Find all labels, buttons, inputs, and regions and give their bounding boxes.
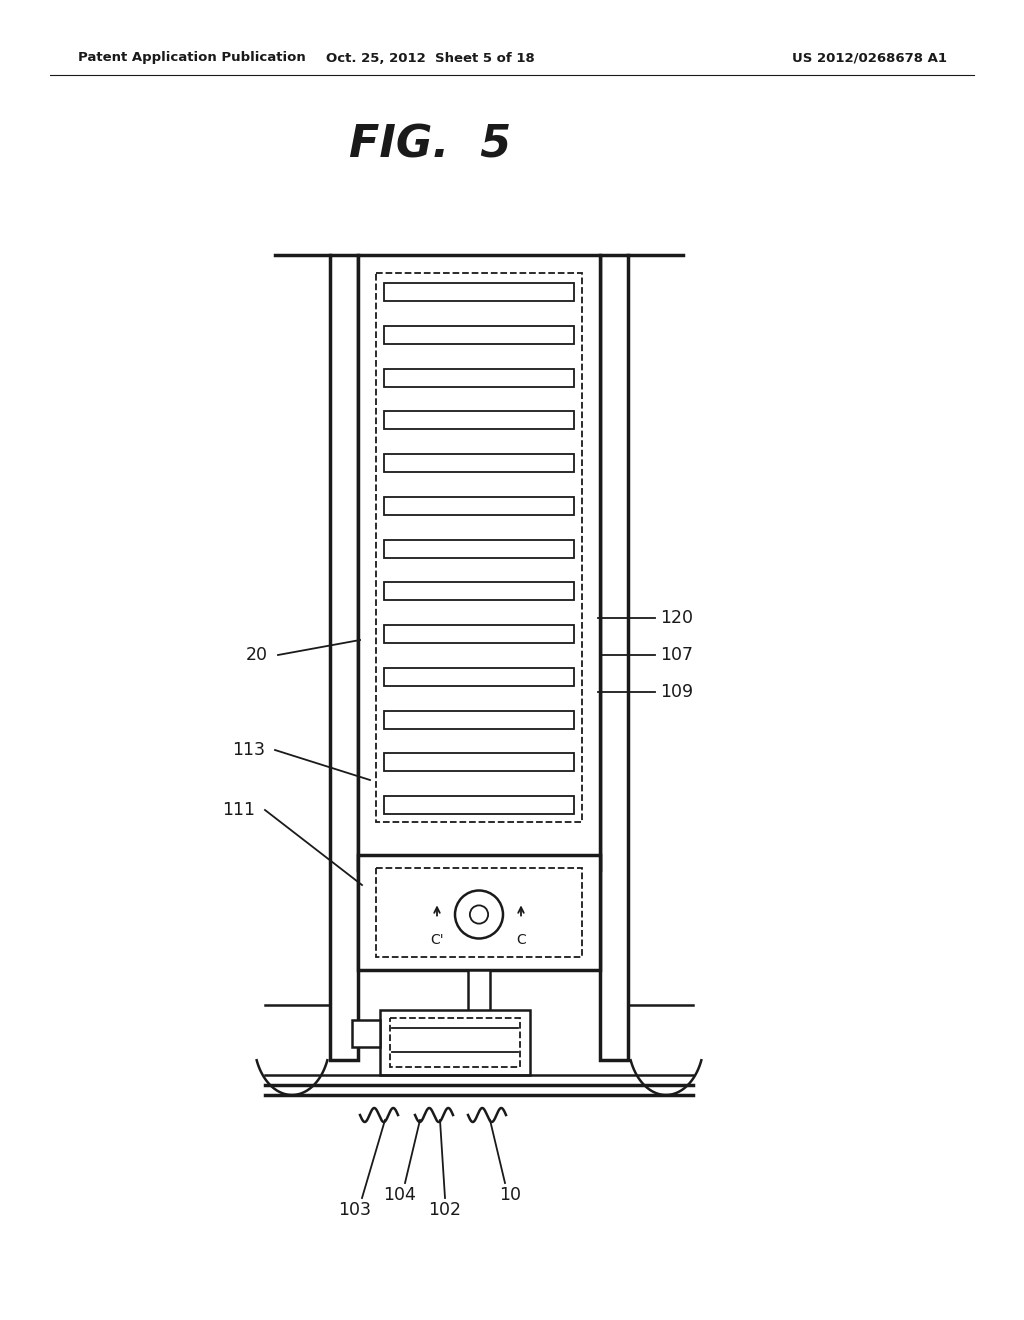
Text: C': C' — [430, 932, 443, 946]
Bar — [358, 855, 600, 970]
Text: Oct. 25, 2012  Sheet 5 of 18: Oct. 25, 2012 Sheet 5 of 18 — [326, 51, 535, 65]
Bar — [384, 496, 574, 515]
Text: 120: 120 — [660, 609, 693, 627]
Text: 10: 10 — [499, 1185, 521, 1204]
Bar — [384, 624, 574, 643]
Text: US 2012/0268678 A1: US 2012/0268678 A1 — [793, 51, 947, 65]
Bar — [384, 582, 574, 601]
Text: 20: 20 — [246, 645, 268, 664]
Bar — [376, 273, 582, 822]
Bar — [380, 1010, 530, 1074]
Bar — [358, 255, 600, 870]
Bar — [384, 412, 574, 429]
Text: 109: 109 — [660, 682, 693, 701]
Bar — [384, 668, 574, 686]
Bar — [600, 255, 628, 1060]
Text: 113: 113 — [232, 741, 265, 759]
Bar — [468, 970, 490, 1030]
Bar — [384, 540, 574, 557]
Text: 104: 104 — [384, 1185, 417, 1204]
Bar — [384, 710, 574, 729]
Bar — [384, 454, 574, 473]
Bar — [384, 282, 574, 301]
Text: 107: 107 — [660, 645, 693, 664]
Bar — [384, 754, 574, 771]
Text: FIG.  5: FIG. 5 — [349, 124, 511, 166]
Text: 103: 103 — [339, 1201, 372, 1218]
Text: 102: 102 — [428, 1201, 462, 1218]
Bar — [384, 326, 574, 343]
Bar — [330, 255, 358, 1060]
Text: C: C — [516, 932, 526, 946]
Bar — [384, 368, 574, 387]
Text: Patent Application Publication: Patent Application Publication — [78, 51, 306, 65]
Bar — [384, 796, 574, 814]
Bar — [390, 1018, 520, 1067]
Bar — [376, 273, 582, 822]
Bar — [376, 869, 582, 957]
Text: 111: 111 — [222, 801, 255, 818]
Bar — [352, 1020, 380, 1047]
